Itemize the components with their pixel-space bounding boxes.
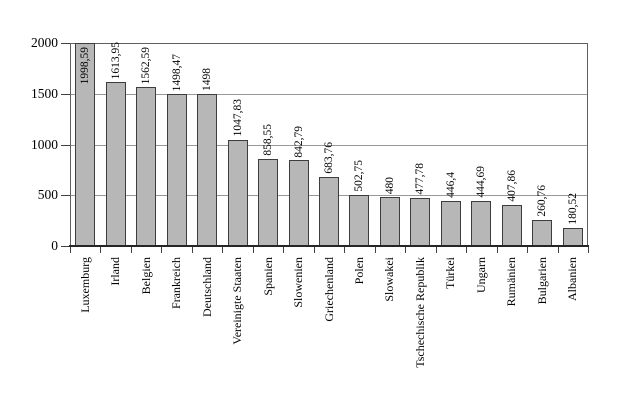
x-category-label: Tschechische Republik: [412, 257, 427, 368]
bar-value-label: 480: [383, 177, 396, 195]
x-axis-tick: [161, 246, 163, 253]
bar-value-label: 1562,59: [140, 47, 153, 85]
x-category-label: Slowakei: [382, 257, 397, 302]
bar-value-label: 842,79: [292, 125, 305, 158]
gridline: [70, 144, 588, 146]
y-axis-tick: [61, 195, 70, 197]
bar: [227, 139, 248, 246]
x-axis-tick: [313, 246, 315, 253]
y-axis-tick: [61, 43, 70, 44]
x-category-label: Griechenland: [321, 257, 336, 322]
x-axis-tick: [557, 246, 559, 253]
x-axis-tick: [466, 246, 468, 253]
y-tick-label: 500: [37, 187, 58, 203]
gridline: [70, 93, 588, 95]
x-axis-tick: [283, 246, 285, 253]
bar-value-label: 180,52: [566, 193, 579, 225]
x-axis-line: [69, 245, 589, 247]
bar-value-label: 444,69: [475, 166, 488, 198]
y-axis-tick: [61, 93, 70, 95]
bar: [349, 194, 370, 246]
bar: [379, 197, 400, 246]
y-tick-label: 1000: [31, 136, 58, 152]
x-axis-tick: [70, 246, 71, 253]
bar-value-label: 477,78: [414, 162, 427, 195]
y-tick-label: 0: [51, 238, 58, 253]
bar-value-label: 1998,59: [79, 47, 92, 85]
bar-value-label: 858,55: [262, 124, 275, 156]
bar: [166, 93, 187, 246]
x-category-label: Spanien: [260, 257, 275, 296]
y-tick-label: 2000: [31, 35, 58, 50]
bar: [532, 219, 553, 246]
x-category-label: Rumänien: [504, 257, 519, 307]
x-axis-tick: [405, 246, 407, 253]
bar: [471, 200, 492, 246]
x-category-label: Türkei: [443, 257, 458, 289]
bar-value-label: 1498,47: [170, 53, 183, 91]
x-category-label: Belgien: [138, 257, 153, 295]
bar: [440, 200, 461, 246]
x-category-label: Frankreich: [169, 257, 184, 309]
bar: [319, 176, 339, 246]
bar-value-label: 1047,83: [231, 99, 244, 137]
x-category-label: Ungarn: [473, 257, 488, 293]
x-category-label: Deutschland: [199, 257, 214, 317]
bar-value-label: 260,76: [536, 184, 549, 217]
x-category-label: Luxemburg: [77, 257, 92, 313]
x-category-label: Vereinigte Staaten: [230, 257, 245, 345]
x-axis-tick: [130, 246, 132, 253]
bar-value-label: 407,86: [505, 169, 518, 202]
bar: [501, 204, 522, 246]
y-tick-label: 1500: [31, 85, 58, 101]
bar-value-label: 502,75: [353, 160, 366, 192]
bar: [562, 227, 583, 246]
x-axis-tick: [374, 246, 376, 253]
bar: [136, 87, 157, 246]
x-axis-tick: [496, 246, 498, 253]
x-axis-tick: [191, 246, 193, 253]
bar: [105, 82, 126, 246]
x-category-label: Irland: [108, 257, 123, 286]
y-axis-tick: [61, 144, 70, 146]
x-category-label: Polen: [351, 257, 366, 285]
x-category-label: Albanien: [565, 257, 580, 301]
bar-value-label: 446,4: [444, 171, 457, 198]
x-axis-tick: [435, 246, 437, 253]
bar: [288, 160, 309, 246]
bar-value-label: 1613,95: [109, 41, 122, 80]
bar-value-label: 1498: [201, 67, 214, 91]
x-axis-tick: [344, 246, 346, 253]
x-category-label: Bulgarien: [534, 257, 549, 305]
bar: [197, 93, 218, 246]
x-axis-tick: [527, 246, 529, 253]
bar: [410, 197, 431, 246]
bar-value-label: 683,76: [323, 141, 335, 174]
x-category-label: Slowenien: [291, 257, 306, 308]
x-axis-tick: [222, 246, 224, 253]
x-axis-tick: [100, 246, 102, 253]
x-axis-tick: [588, 246, 589, 253]
y-axis-tick: [61, 246, 70, 247]
bar: [258, 158, 279, 246]
x-axis-tick: [252, 246, 254, 253]
